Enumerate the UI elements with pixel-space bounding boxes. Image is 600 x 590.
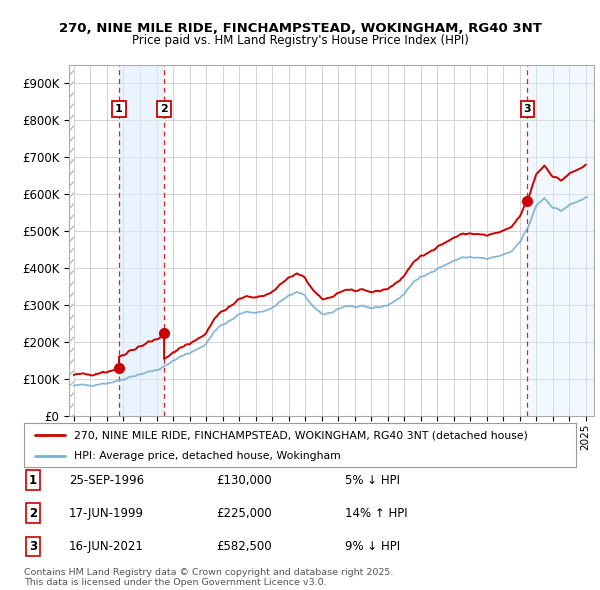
Bar xyxy=(527,65,594,416)
Bar xyxy=(119,65,164,416)
Text: Price paid vs. HM Land Registry's House Price Index (HPI): Price paid vs. HM Land Registry's House … xyxy=(131,34,469,47)
Text: £582,500: £582,500 xyxy=(216,540,272,553)
Text: £225,000: £225,000 xyxy=(216,507,272,520)
Text: 2: 2 xyxy=(160,104,168,114)
Text: £130,000: £130,000 xyxy=(216,474,272,487)
Text: 25-SEP-1996: 25-SEP-1996 xyxy=(69,474,144,487)
Text: 3: 3 xyxy=(523,104,531,114)
Text: 1: 1 xyxy=(115,104,123,114)
Text: 9% ↓ HPI: 9% ↓ HPI xyxy=(345,540,400,553)
Bar xyxy=(69,65,74,416)
Text: 16-JUN-2021: 16-JUN-2021 xyxy=(69,540,144,553)
Text: Contains HM Land Registry data © Crown copyright and database right 2025.
This d: Contains HM Land Registry data © Crown c… xyxy=(24,568,394,587)
Text: 270, NINE MILE RIDE, FINCHAMPSTEAD, WOKINGHAM, RG40 3NT (detached house): 270, NINE MILE RIDE, FINCHAMPSTEAD, WOKI… xyxy=(74,431,527,440)
Text: 5% ↓ HPI: 5% ↓ HPI xyxy=(345,474,400,487)
Text: 270, NINE MILE RIDE, FINCHAMPSTEAD, WOKINGHAM, RG40 3NT: 270, NINE MILE RIDE, FINCHAMPSTEAD, WOKI… xyxy=(59,22,541,35)
Text: HPI: Average price, detached house, Wokingham: HPI: Average price, detached house, Woki… xyxy=(74,451,340,461)
Text: 2: 2 xyxy=(29,507,37,520)
Text: 14% ↑ HPI: 14% ↑ HPI xyxy=(345,507,407,520)
Text: 1: 1 xyxy=(29,474,37,487)
Text: 3: 3 xyxy=(29,540,37,553)
Text: 17-JUN-1999: 17-JUN-1999 xyxy=(69,507,144,520)
